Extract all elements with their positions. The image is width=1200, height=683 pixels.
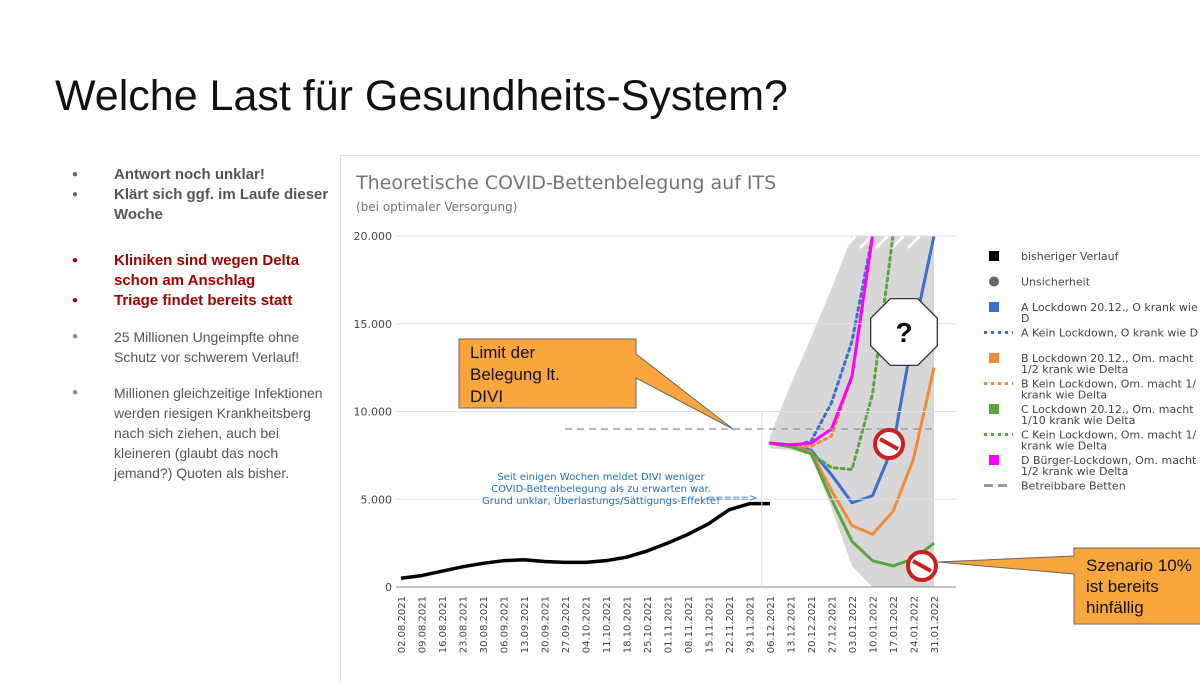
x-tick-label: 13.12.2021 (787, 596, 798, 653)
bullet-list: Antwort noch unklar! Klärt sich ggf. im … (72, 165, 334, 483)
divi-note-arrow: =====> (707, 493, 757, 504)
x-tick-label: 29.11.2021 (746, 596, 757, 653)
prohibited-bar (912, 559, 932, 573)
limit-callout-text: Limit der (470, 343, 536, 362)
legend-label: 1/2 krank wie Delta (1021, 465, 1128, 478)
x-tick-label: 18.10.2021 (623, 596, 634, 653)
chart-svg: Theoretische COVID-Bettenbelegung auf IT… (354, 172, 1200, 653)
y-tick-label: 10.000 (354, 406, 393, 419)
x-tick-label: 20.09.2021 (541, 596, 552, 653)
chart-subtitle: (bei optimaler Versorgung) (356, 200, 517, 214)
legend-label: C Kein Lockdown, Om. macht 1/ (1021, 429, 1197, 442)
prohibited-icon (873, 428, 905, 460)
legend-swatch (989, 251, 999, 261)
x-tick-label: 25.10.2021 (643, 596, 654, 653)
x-tick-label: 27.12.2021 (828, 596, 839, 653)
bullet-item: Klärt sich ggf. im Laufe dieser Woche (72, 185, 334, 225)
x-tick-label: 24.01.2022 (910, 596, 921, 653)
y-tick-label: 20.000 (354, 230, 393, 243)
hatch-mark (906, 236, 921, 250)
limit-callout-box (458, 338, 734, 430)
legend-label: 1/2 krank wie Delta (1021, 363, 1128, 376)
x-tick-label: 04.10.2021 (582, 596, 593, 653)
slide-title: Welche Last für Gesundheits-System? (55, 72, 788, 120)
x-tick-label: 08.11.2021 (684, 596, 695, 653)
legend-swatch (989, 455, 999, 465)
x-tick-label: 06.09.2021 (500, 596, 511, 653)
chart-title: Theoretische COVID-Bettenbelegung auf IT… (355, 172, 776, 194)
legend-swatch (989, 302, 999, 312)
x-tick-label: 01.11.2021 (664, 596, 675, 653)
x-tick-label: 17.01.2022 (889, 596, 900, 653)
x-tick-label: 11.10.2021 (602, 596, 613, 653)
hatch-mark (874, 236, 889, 250)
legend-label: D Bürger-Lockdown, Om. macht (1021, 454, 1197, 467)
series-line-bisheriger-verlauf (400, 501, 770, 580)
legend-label: A Kein Lockdown, O krank wie D (1021, 327, 1198, 340)
hatch-mark (842, 236, 857, 250)
prohibited-icon (906, 550, 938, 582)
x-tick-label: 13.09.2021 (520, 596, 531, 653)
legend-swatch (989, 276, 999, 287)
divi-note-line: Seit einigen Wochen meldet DIVI weniger (497, 472, 705, 483)
divi-note-line: Grund unklar, Überlastungs/Sättigungs-Ef… (482, 494, 720, 507)
y-tick-label: 5.000 (361, 493, 393, 506)
x-tick-label: 23.08.2021 (459, 596, 470, 653)
legend-label: C Lockdown 20.12., Om. macht (1021, 403, 1194, 416)
scenario-callout-text: Szenario 10% (1086, 556, 1192, 575)
x-tick-label: 27.09.2021 (561, 596, 572, 653)
legend-label: krank wie Delta (1021, 440, 1107, 453)
y-tick-label: 0 (385, 581, 392, 594)
series-line-d-b-rger-lockdown-om-macht-1-2-krank-wie-delta (769, 236, 874, 447)
legend-swatch (989, 353, 999, 363)
legend-label: D (1021, 312, 1029, 325)
bullet-item: Kliniken sind wegen Delta schon am Ansch… (72, 251, 334, 291)
x-tick-label: 03.01.2022 (848, 596, 859, 653)
bullet-item: 25 Millionen Ungeimpfte ohne Schutz vor … (72, 327, 334, 367)
legend-label: Betreibbare Betten (1021, 480, 1126, 493)
question-mark: ? (895, 317, 912, 348)
scenario-callout-box (937, 547, 1200, 625)
y-tick-label: 15.000 (354, 318, 393, 331)
legend-swatch (989, 404, 999, 414)
x-tick-label: 30.08.2021 (479, 596, 490, 653)
x-tick-label: 10.01.2022 (869, 596, 880, 653)
legend-label: Unsicherheit (1021, 276, 1091, 289)
divi-note-line: COVID-Bettenbelegung als zu erwarten war… (491, 484, 711, 495)
legend-label: bisheriger Verlauf (1021, 250, 1120, 263)
limit-callout-text: DIVI (470, 387, 503, 406)
scenario-callout-text: hinfällig (1086, 598, 1144, 617)
legend-label: A Lockdown 20.12., O krank wie (1021, 301, 1198, 314)
question-octagon-icon (870, 298, 938, 366)
prohibited-bar (879, 437, 899, 451)
x-tick-label: 09.08.2021 (418, 596, 429, 653)
bullet-item: Triage findet bereits statt (72, 291, 334, 311)
bullet-item: Millionen gleichzeitige Infektionen werd… (72, 383, 334, 483)
bullet-item: Antwort noch unklar! (72, 165, 334, 185)
x-tick-label: 16.08.2021 (438, 596, 449, 653)
hatch-mark (858, 236, 873, 250)
x-tick-label: 31.01.2022 (930, 596, 941, 653)
chart-frame: Theoretische COVID-Bettenbelegung auf IT… (340, 155, 1200, 683)
x-tick-label: 22.11.2021 (725, 596, 736, 653)
legend-label: 1/10 krank wie Delta (1021, 414, 1135, 427)
series-line-c-kein-lockdown-om-macht-1-10-krank-wie-delta (768, 236, 895, 471)
scenario-callout-text: ist bereits (1086, 577, 1159, 596)
x-tick-label: 06.12.2021 (766, 596, 777, 653)
limit-callout-text: Belegung lt. (470, 365, 560, 384)
x-tick-label: 15.11.2021 (705, 596, 716, 653)
legend-label: B Lockdown 20.12., Om. macht (1021, 352, 1194, 365)
hatch-mark (890, 236, 905, 250)
x-tick-label: 20.12.2021 (807, 596, 818, 653)
legend-label: B Kein Lockdown, Om. macht 1/ (1021, 378, 1196, 391)
legend-label: krank wie Delta (1021, 389, 1107, 402)
x-tick-label: 02.08.2021 (397, 596, 408, 653)
